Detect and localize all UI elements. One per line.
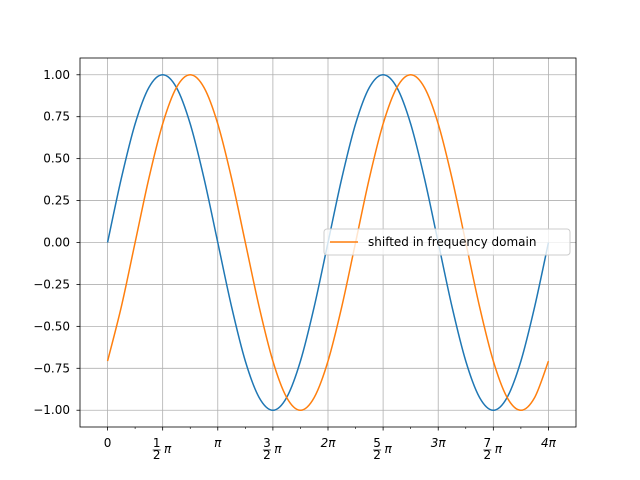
series-line-2 xyxy=(106,74,550,411)
x-tick-label-denominator: 2 xyxy=(373,448,381,462)
y-tick-label: 0.50 xyxy=(43,152,70,166)
x-tick-label-denominator: 2 xyxy=(153,448,161,462)
y-tick-label: 0.00 xyxy=(43,236,70,250)
x-tick-label-numerator: 5 xyxy=(373,436,381,450)
y-axis: 1.00 0.75 0.50 0.25 0.00 −0.25 −0.50 −0.75 −1.00 xyxy=(33,68,80,417)
x-tick-label-symbol: π xyxy=(384,442,392,456)
x-tick-label-numerator: 7 xyxy=(484,436,492,450)
legend: shifted in frequency domain xyxy=(323,228,571,256)
x-tick-label: π xyxy=(214,436,222,450)
x-tick-label-symbol: π xyxy=(495,442,503,456)
x-tick-label-symbol: π xyxy=(164,442,172,456)
y-tick-label: 1.00 xyxy=(43,68,70,82)
legend-label: shifted in frequency domain xyxy=(368,235,536,249)
x-tick-label: 2π xyxy=(321,436,337,450)
x-tick-label: 0 xyxy=(104,436,112,450)
x-tick-label-numerator: 1 xyxy=(153,436,161,450)
x-tick-label-denominator: 2 xyxy=(263,448,271,462)
y-tick-label: −0.25 xyxy=(33,277,70,291)
x-tick-label: 3π xyxy=(431,436,447,450)
x-axis: 0 12 π π 32 π 2π 52 π 3π 72 π 4π xyxy=(104,427,557,462)
y-tick-label: −1.00 xyxy=(33,403,70,417)
x-tick-label: 4π xyxy=(541,436,557,450)
y-tick-label: 0.25 xyxy=(43,194,70,208)
y-tick-label: 0.75 xyxy=(43,110,70,124)
x-tick-label-denominator: 2 xyxy=(484,448,492,462)
legend-box xyxy=(323,228,571,256)
y-tick-label: −0.50 xyxy=(33,319,70,333)
y-tick-label: −0.75 xyxy=(33,361,70,375)
x-tick-label-symbol: π xyxy=(274,442,282,456)
x-tick-label-numerator: 3 xyxy=(263,436,271,450)
